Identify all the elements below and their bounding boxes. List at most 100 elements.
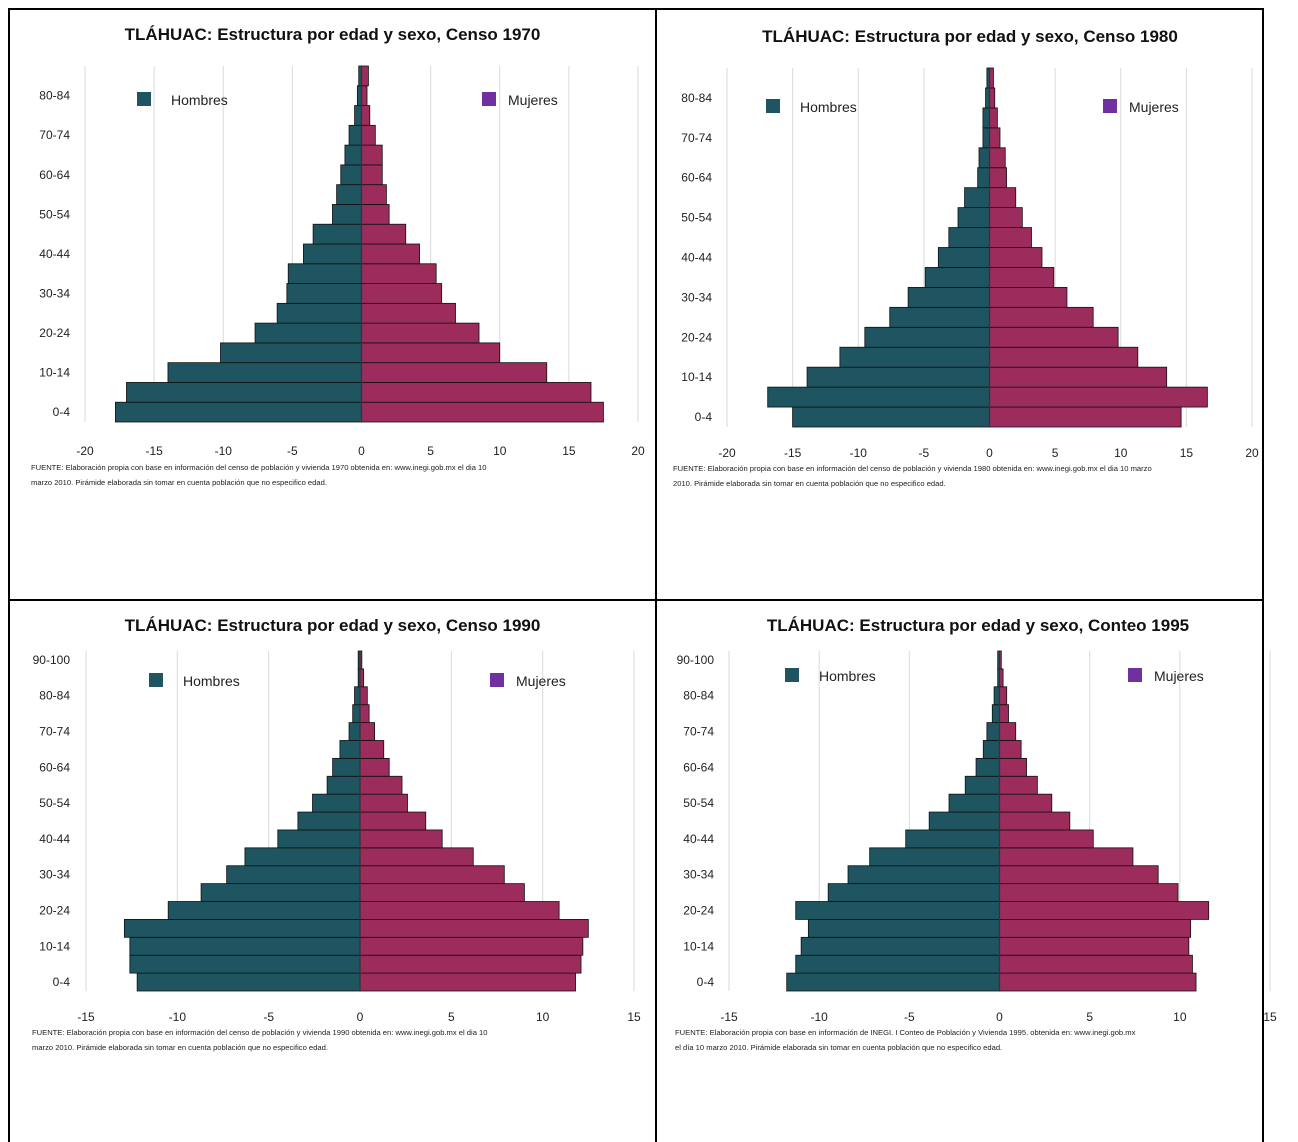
bar-mujeres [359,686,368,706]
x-tick-label: 15 [1180,446,1194,460]
bar-hombres [869,847,1000,867]
bar-hombres [982,740,1000,759]
y-tick-label: 40-44 [683,832,714,846]
bar-hombres [982,127,990,149]
y-tick-label: 10-14 [681,370,712,384]
bar-mujeres [361,342,501,364]
x-tick-label: -20 [718,446,736,460]
legend-label-mujeres: Mujeres [1129,99,1179,115]
x-tick-label: -20 [76,444,94,458]
bar-mujeres [359,829,443,849]
legend-label-mujeres: Mujeres [1154,668,1204,684]
y-tick-label: 0-4 [53,975,71,989]
x-tick-label: -15 [77,1010,95,1024]
bar-hombres [991,704,1000,723]
bar-hombres [336,184,362,205]
bar-hombres [957,207,990,228]
bar-hombres [340,164,362,186]
y-tick-label: 80-84 [681,91,712,105]
y-tick-label: 20-24 [681,330,712,344]
bar-mujeres [361,322,480,344]
bar-hombres [244,847,361,867]
y-tick-label: 0-4 [53,405,71,419]
bar-mujeres [989,227,1032,248]
bar-mujeres [359,740,385,759]
bar-mujeres [359,847,474,867]
bar-hombres [348,722,361,741]
y-tick-label: 30-34 [681,290,712,304]
pyramid-chart-1990: TLÁHUAC: Estructura por edad y sexo, Cen… [32,616,641,1052]
x-tick-label: -15 [720,1010,738,1024]
y-tick-label: 50-54 [683,796,714,810]
x-tick-label: 10 [536,1010,550,1024]
x-tick-label: 0 [358,444,365,458]
bar-hombres [948,227,990,248]
bar-mujeres [361,243,420,265]
bar-hombres [786,972,1000,992]
bar-mujeres [989,406,1182,428]
x-tick-label: -5 [919,446,930,460]
bar-mujeres [999,704,1009,723]
bar-mujeres [989,267,1055,288]
bar-hombres [975,757,1000,777]
chart-title: TLÁHUAC: Estructura por edad y sexo, Con… [767,616,1189,635]
bar-mujeres [359,865,505,885]
bar-mujeres [989,147,1006,169]
y-tick-label: 90-100 [677,653,715,667]
x-tick-label: 0 [986,446,993,460]
bar-hombres [312,793,361,813]
bar-mujeres [361,144,383,166]
frame-mid-line [8,599,1264,601]
legend-label-hombres: Hombres [171,92,228,108]
x-tick-label: -5 [287,444,298,458]
chart-title: TLÁHUAC: Estructura por edad y sexo, Cen… [762,27,1178,46]
y-tick-label: 30-34 [39,868,70,882]
bar-hombres [993,686,1000,706]
y-tick-label: 80-84 [39,89,70,103]
bar-mujeres [989,306,1094,328]
y-tick-label: 70-74 [39,725,70,739]
bar-mujeres [989,167,1007,189]
bar-hombres [937,247,990,268]
y-tick-label: 40-44 [39,832,70,846]
bar-mujeres [989,326,1119,348]
bar-hombres [200,883,361,902]
legend-label-hombres: Hombres [800,99,857,115]
bar-hombres [332,204,362,225]
bar-mujeres [361,204,390,225]
bar-hombres [126,382,362,403]
bar-mujeres [999,901,1210,920]
y-tick-label: 70-74 [39,128,70,142]
bar-hombres [129,936,361,956]
y-tick-label: 50-54 [39,207,70,221]
x-tick-label: -5 [263,1010,274,1024]
pyramid-panel-1980: TLÁHUAC: Estructura por edad y sexo, Cen… [664,12,1276,496]
bar-hombres [928,811,1000,831]
pyramid-chart-1970: TLÁHUAC: Estructura por edad y sexo, Cen… [31,25,645,487]
bar-mujeres [989,346,1139,368]
x-tick-label: 0 [996,1010,1003,1024]
y-tick-label: 20-24 [683,903,714,917]
source-note: marzo 2010. Pirámide elaborada sin tomar… [32,1043,328,1052]
bar-mujeres [361,124,376,146]
x-tick-label: -10 [850,446,868,460]
bar-hombres [354,105,362,126]
chart-title: TLÁHUAC: Estructura por edad y sexo, Cen… [125,25,541,44]
bar-mujeres [359,919,589,938]
frame-center-line [655,8,657,1142]
y-tick-label: 70-74 [683,725,714,739]
legend-swatch-hombres [137,92,151,106]
bar-hombres [286,283,362,304]
legend-swatch-mujeres [1128,668,1142,682]
y-tick-label: 40-44 [681,250,712,264]
legend-label-mujeres: Mujeres [508,92,558,108]
source-note: marzo 2010. Pirámide elaborada sin tomar… [31,478,327,487]
x-tick-label: 20 [1245,446,1259,460]
bar-hombres [982,107,990,129]
bar-hombres [827,883,1000,902]
bar-hombres [167,362,362,383]
bar-hombres [964,187,990,209]
bar-hombres [795,901,1000,920]
bar-hombres [905,829,1000,849]
bar-hombres [977,167,990,189]
